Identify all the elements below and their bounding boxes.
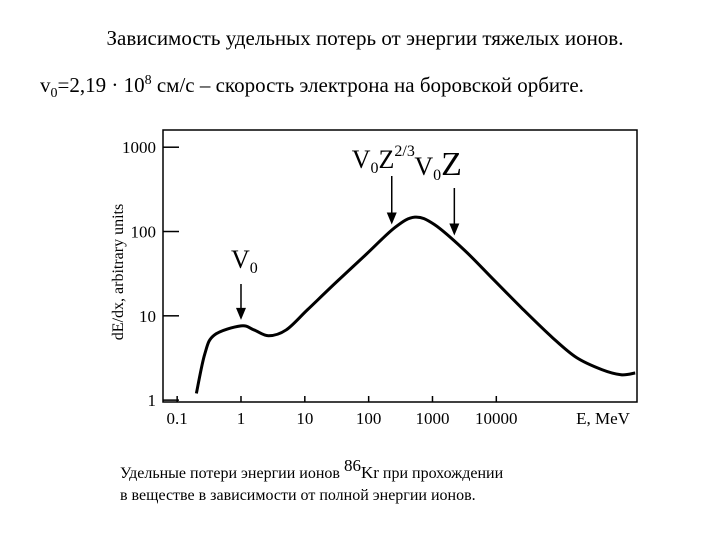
y-tick-label: 100: [131, 223, 157, 242]
plot-frame: [162, 129, 638, 403]
arrow-head: [449, 223, 460, 236]
x-tick-label: 1000: [415, 409, 449, 428]
y-tick-label: 1: [148, 391, 157, 410]
y-axis-label: dE/dx, arbitrary units: [110, 204, 127, 340]
x-tick-label: 100: [356, 409, 382, 428]
x-tick-label: 1: [237, 409, 246, 428]
caption-part: Удельные потери энергии ионов: [120, 465, 344, 482]
annotation-sub: 0: [371, 160, 379, 177]
subtitle: v0=2,19 · 108 см/с – скорость электрона …: [40, 73, 584, 101]
x-tick-label: 10: [296, 409, 313, 428]
y-tick-label: 10: [139, 307, 156, 326]
x-tick-label: 0.1: [167, 409, 188, 428]
annotation: V0Z2/3: [352, 143, 415, 177]
title: Зависимость удельных потерь от энергии т…: [107, 26, 624, 50]
curve: [194, 215, 636, 394]
annotation-main: V: [352, 145, 371, 174]
annotation-sub: 0: [250, 260, 258, 277]
annotation-sub: 0: [433, 167, 441, 184]
arrow-head: [235, 307, 246, 320]
caption: в веществе в зависимости от полной энерг…: [120, 487, 476, 504]
arrow-head: [386, 212, 397, 225]
annotation-main: V: [414, 152, 433, 181]
annotation-main: V: [231, 245, 250, 274]
caption-part: Kr: [361, 463, 379, 482]
annotation-tail: Z: [441, 146, 462, 183]
subtitle-part: 0: [51, 86, 58, 101]
x-tick-label: 10000: [475, 409, 518, 428]
x-axis-label: E, MeV: [576, 409, 631, 428]
caption-part: при прохождении: [379, 465, 504, 482]
subtitle-part: =2,19 · 10: [58, 73, 145, 97]
y-tick-label: 1000: [122, 138, 156, 157]
caption: Удельные потери энергии ионов 86Kr при п…: [120, 456, 504, 482]
subtitle-part: 8: [145, 73, 152, 88]
subtitle-part: см/с – скорость электрона на боровской о…: [152, 73, 584, 97]
annotation: V0: [231, 245, 258, 277]
annotation: V0Z: [414, 146, 462, 184]
annotation-tail: Z: [379, 145, 395, 174]
subtitle-part: v: [40, 73, 51, 97]
caption-part: 86: [344, 456, 361, 475]
annotation-sup: 2/3: [394, 143, 414, 160]
